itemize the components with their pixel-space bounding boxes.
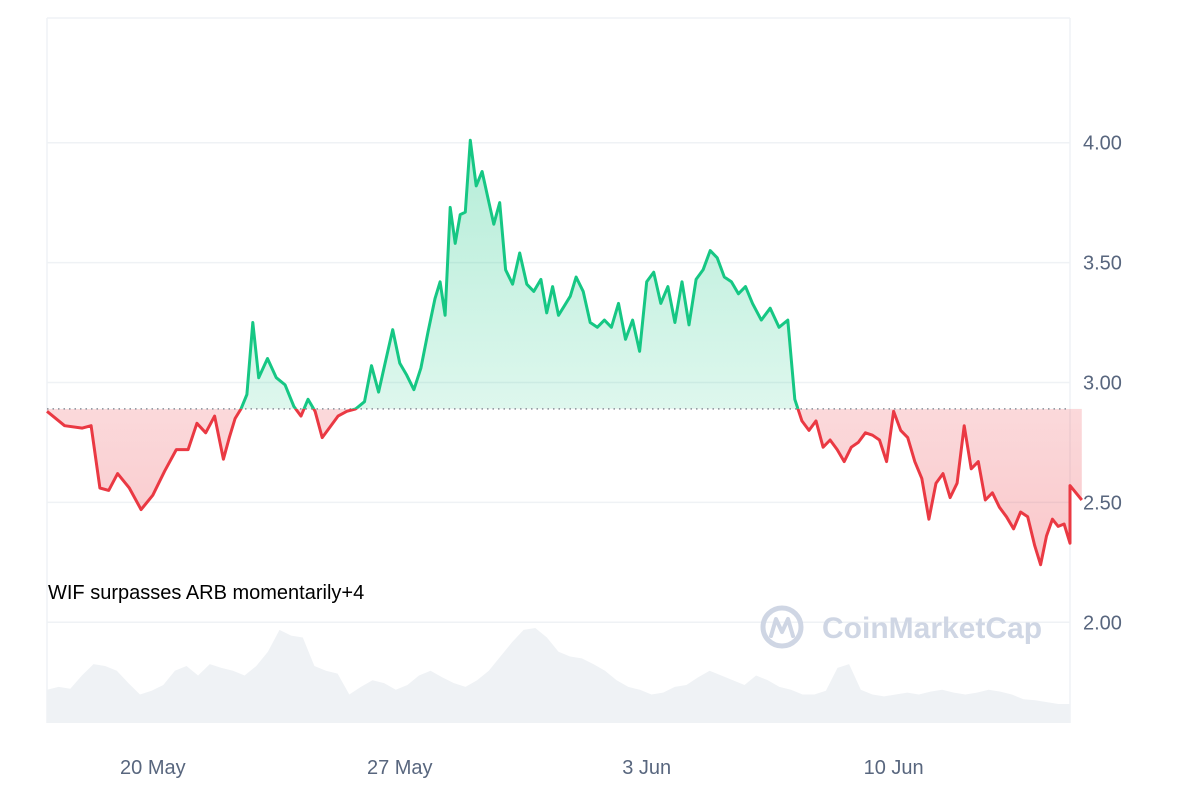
area-above-baseline [241,140,798,409]
y-tick-label: 4.00 [1083,133,1122,155]
y-tick-label: 2.00 [1083,612,1122,634]
y-tick-label: 3.00 [1083,372,1122,394]
x-tick-label: 20 May [120,757,186,779]
plot-frame [46,17,1071,723]
coinmarketcap-watermark: CoinMarketCap [760,605,1042,649]
series-lines [46,138,1083,567]
volume-shape [47,628,1070,723]
area-fills [47,140,1082,565]
watermark-text: CoinMarketCap [822,612,1042,645]
y-tick-label: 3.50 [1083,253,1122,275]
volume-area [47,628,1070,723]
y-tick-label: 2.50 [1083,492,1122,514]
y-axis-ticks: 4.00 3.50 3.00 2.50 2.00 [1083,133,1122,635]
area-below-baseline [47,408,1082,565]
x-tick-label: 27 May [367,757,433,779]
x-tick-label: 10 Jun [864,757,924,779]
x-axis-ticks: 20 May 27 May 3 Jun 10 Jun [120,757,924,779]
annotation-label[interactable]: WIF surpasses ARB momentarily+4 [48,582,364,604]
coinmarketcap-logo-icon [760,605,804,649]
price-line-below [46,408,1083,567]
price-line-above [239,138,800,409]
x-tick-label: 3 Jun [622,757,671,779]
